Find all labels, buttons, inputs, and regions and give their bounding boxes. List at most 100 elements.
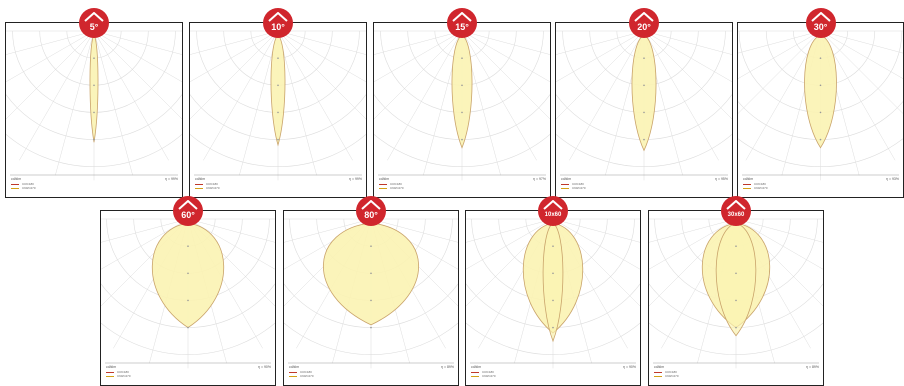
badge-label: 20°	[637, 22, 651, 32]
roof-icon	[726, 200, 746, 210]
legend-entry: C90/C270	[754, 186, 768, 190]
legend-swatch	[289, 371, 297, 373]
luminous-intensity-lobe	[631, 34, 657, 152]
polar-diagram-panel: cd/klm η = 99% C0/C180 C90/C270	[5, 22, 183, 198]
polar-grid	[649, 218, 823, 369]
polar-grid	[374, 30, 550, 181]
badge-label: 60°	[181, 210, 195, 220]
badge-label: 30x60	[727, 212, 745, 218]
legend-entry: C90/C270	[22, 186, 36, 190]
legend-entry: C0/C180	[390, 182, 402, 186]
plane-legend: C0/C180 C90/C270	[106, 370, 131, 378]
plane-legend: C0/C180 C90/C270	[195, 182, 220, 190]
polar-grid	[101, 218, 275, 369]
legend-swatch	[743, 187, 751, 189]
roof-icon	[452, 12, 472, 22]
beam-angle-badge: 30°	[805, 8, 836, 38]
legend-entry: C0/C180	[572, 182, 584, 186]
polar-diagram-panel: cd/klm η = 89% C0/C180 C90/C270	[283, 210, 459, 386]
legend-swatch	[11, 187, 19, 189]
legend-swatch	[561, 187, 569, 189]
plane-legend: C0/C180 C90/C270	[743, 182, 768, 190]
efficiency-label: η = 93%	[886, 177, 899, 181]
polar-diagram-panel: cd/klm η = 90% C0/C180 C90/C270	[100, 210, 276, 386]
efficiency-label: η = 99%	[349, 177, 362, 181]
efficiency-label: η = 97%	[533, 177, 546, 181]
legend-entry: C90/C270	[482, 374, 496, 378]
efficiency-label: η = 89%	[441, 365, 454, 369]
efficiency-label: η = 90%	[623, 365, 636, 369]
legend-entry: C90/C270	[206, 186, 220, 190]
legend-entry: C0/C180	[206, 182, 218, 186]
luminous-intensity-lobe	[804, 34, 837, 149]
legend-swatch	[195, 183, 203, 185]
legend-entry: C90/C270	[117, 374, 131, 378]
legend-swatch	[106, 375, 114, 377]
badge-label: 80°	[364, 210, 378, 220]
beam-angle-badge: 5°	[79, 8, 109, 38]
legend-swatch	[654, 375, 662, 377]
plane-legend: C0/C180 C90/C270	[471, 370, 496, 378]
unit-label: cd/klm	[106, 365, 117, 369]
legend-swatch	[654, 371, 662, 373]
polar-grid	[466, 218, 640, 369]
polar-diagram-panel: cd/klm η = 95% C0/C180 C90/C270	[555, 22, 733, 198]
legend-entry: C90/C270	[572, 186, 586, 190]
polar-diagram-panel: cd/klm η = 89% C0/C180 C90/C270	[648, 210, 824, 386]
roof-icon	[543, 200, 563, 210]
plane-legend: C0/C180 C90/C270	[11, 182, 36, 190]
unit-label: cd/klm	[289, 365, 300, 369]
polar-diagram-panel: cd/klm η = 99% C0/C180 C90/C270	[189, 22, 367, 198]
luminous-intensity-lobe	[451, 34, 473, 149]
polar-diagram-panel: cd/klm η = 90% C0/C180 C90/C270	[465, 210, 641, 386]
efficiency-label: η = 95%	[715, 177, 728, 181]
luminous-intensity-lobe	[542, 222, 564, 343]
legend-entry: C0/C180	[482, 370, 494, 374]
legend-swatch	[471, 371, 479, 373]
roof-icon	[268, 12, 288, 22]
unit-label: cd/klm	[743, 177, 754, 181]
polar-diagram-panel: cd/klm η = 93% C0/C180 C90/C270	[737, 22, 904, 198]
polar-grid	[190, 30, 366, 181]
legend-entry: C0/C180	[665, 370, 677, 374]
badge-label: 10°	[271, 22, 285, 32]
roof-icon	[84, 12, 104, 22]
badge-label: 5°	[89, 22, 99, 32]
roof-icon	[634, 12, 654, 22]
unit-label: cd/klm	[471, 365, 482, 369]
legend-entry: C90/C270	[300, 374, 314, 378]
legend-swatch	[379, 183, 387, 185]
legend-swatch	[471, 375, 479, 377]
legend-swatch	[195, 187, 203, 189]
badge-label: 15°	[455, 22, 469, 32]
efficiency-label: η = 99%	[165, 177, 178, 181]
plane-legend: C0/C180 C90/C270	[289, 370, 314, 378]
beam-angle-badge: 30x60	[721, 196, 751, 226]
polar-grid	[6, 30, 182, 181]
unit-label: cd/klm	[561, 177, 572, 181]
polar-grid	[556, 30, 732, 181]
legend-entry: C0/C180	[300, 370, 312, 374]
unit-label: cd/klm	[654, 365, 665, 369]
polar-diagram-panel: cd/klm η = 97% C0/C180 C90/C270	[373, 22, 551, 198]
unit-label: cd/klm	[195, 177, 206, 181]
beam-angle-badge: 20°	[629, 8, 659, 38]
plane-legend: C0/C180 C90/C270	[561, 182, 586, 190]
roof-icon	[178, 200, 198, 210]
legend-entry: C90/C270	[665, 374, 679, 378]
beam-angle-badge: 10x60	[538, 196, 568, 226]
legend-entry: C0/C180	[117, 370, 129, 374]
plane-legend: C0/C180 C90/C270	[654, 370, 679, 378]
legend-entry: C0/C180	[754, 182, 766, 186]
legend-swatch	[743, 183, 751, 185]
unit-label: cd/klm	[11, 177, 22, 181]
polar-grid	[738, 30, 903, 181]
beam-angle-badge: 80°	[356, 196, 386, 226]
luminous-intensity-lobe	[715, 222, 757, 337]
roof-icon	[810, 12, 831, 22]
legend-entry: C0/C180	[22, 182, 34, 186]
beam-angle-badge: 10°	[263, 8, 293, 38]
luminous-intensity-lobe	[89, 34, 99, 143]
legend-swatch	[11, 183, 19, 185]
legend-swatch	[289, 375, 297, 377]
